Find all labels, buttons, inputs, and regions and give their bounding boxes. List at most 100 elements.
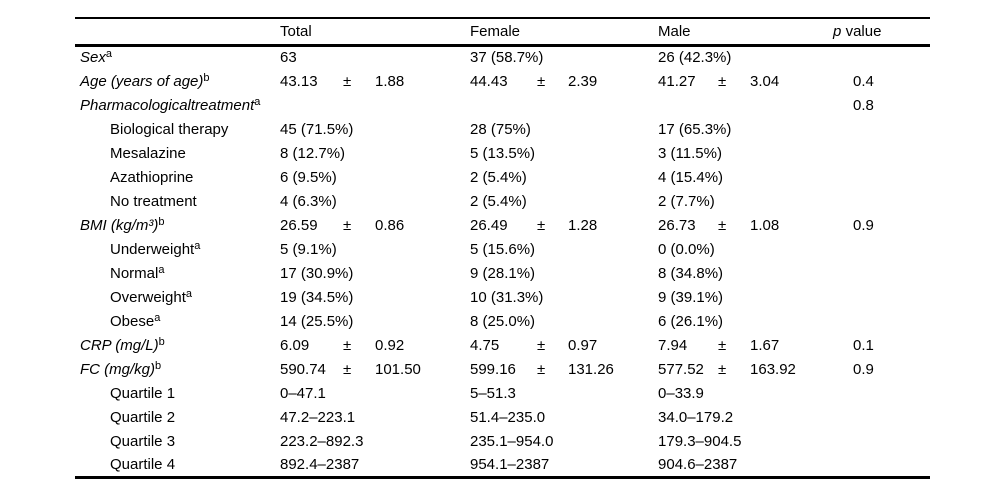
cell-female-sd: 131.26 xyxy=(568,360,614,378)
row-quartile-4: Quartile 4 892.4–2387 954.1–2387 904.6–2… xyxy=(75,453,930,477)
cell-male: 0–33.9 xyxy=(658,384,704,402)
cell-male-sd: 1.08 xyxy=(750,216,780,234)
cell-female: 10 (31.3%) xyxy=(470,288,544,306)
cell-female: 2 (5.4%) xyxy=(470,192,527,210)
plus-minus: ± xyxy=(537,336,546,354)
cell-total: 17 (30.9%) xyxy=(280,264,354,282)
cell-male: 179.3–904.5 xyxy=(658,432,742,450)
cell-male: 4 (15.4%) xyxy=(658,168,724,186)
footnote-marker: b xyxy=(155,359,162,372)
row-label: Quartile 1 xyxy=(110,384,176,402)
row-quartile-2: Quartile 2 47.2–223.1 51.4–235.0 34.0–17… xyxy=(75,405,930,429)
cell-total: 8 (12.7%) xyxy=(280,144,346,162)
header-male: Male xyxy=(658,22,691,40)
cell-total-mean: 43.13 xyxy=(280,72,318,90)
cell-female-mean: 4.75 xyxy=(470,336,500,354)
row-normal: Normala 17 (30.9%) 9 (28.1%) 8 (34.8%) xyxy=(75,261,930,285)
cell-female: 28 (75%) xyxy=(470,120,531,138)
cell-male: 9 (39.1%) xyxy=(658,288,724,306)
cell-total-sd: 0.86 xyxy=(375,216,405,234)
footnote-marker: b xyxy=(158,215,165,228)
row-no-treatment: No treatment 4 (6.3%) 2 (5.4%) 2 (7.7%) xyxy=(75,189,930,213)
cell-male-sd: 3.04 xyxy=(750,72,780,90)
cell-female: 954.1–2387 xyxy=(470,455,550,473)
row-label: Overweighta xyxy=(110,287,192,306)
cell-female: 51.4–235.0 xyxy=(470,408,546,426)
footnote-marker: b xyxy=(158,335,165,348)
cell-pvalue xyxy=(833,45,930,69)
footnote-marker: a xyxy=(105,48,112,61)
cell-female: 5 (13.5%) xyxy=(470,144,536,162)
plus-minus: ± xyxy=(718,216,727,234)
row-overweight: Overweighta 19 (34.5%) 10 (31.3%) 9 (39.… xyxy=(75,285,930,309)
row-sex: Sexa 63 37 (58.7%) 26 (42.3%) xyxy=(75,45,930,69)
cell-male: 6 (26.1%) xyxy=(658,312,724,330)
row-age: Age (years of age)b 43.13 ± 1.88 44.43 ±… xyxy=(75,69,930,93)
row-label: FC (mg/kg)b xyxy=(80,359,162,378)
cell-pvalue xyxy=(833,405,930,429)
plus-minus: ± xyxy=(343,336,352,354)
cell-total: 14 (25.5%) xyxy=(280,312,354,330)
cell-male: 34.0–179.2 xyxy=(658,408,734,426)
footnote-marker: a xyxy=(154,311,161,324)
row-label: Age (years of age)b xyxy=(80,71,210,90)
cell-pvalue xyxy=(833,261,930,285)
cell-total-sd: 1.88 xyxy=(375,72,405,90)
plus-minus: ± xyxy=(537,216,546,234)
cell-male: 2 (7.7%) xyxy=(658,192,715,210)
cell-total-mean: 26.59 xyxy=(280,216,318,234)
row-mesalazine: Mesalazine 8 (12.7%) 5 (13.5%) 3 (11.5%) xyxy=(75,141,930,165)
row-underweight: Underweighta 5 (9.1%) 5 (15.6%) 0 (0.0%) xyxy=(75,237,930,261)
row-label: Azathioprine xyxy=(110,168,194,186)
cell-total: 892.4–2387 xyxy=(280,455,360,473)
cell-male-mean: 7.94 xyxy=(658,336,688,354)
row-obese: Obesea 14 (25.5%) 8 (25.0%) 6 (26.1%) xyxy=(75,309,930,333)
row-crp: CRP (mg/L)b 6.09 ± 0.92 4.75 ± 0.97 7.94… xyxy=(75,333,930,357)
cell-total-mean: 590.74 xyxy=(280,360,326,378)
row-label: Mesalazine xyxy=(110,144,186,162)
row-fc: FC (mg/kg)b 590.74 ± 101.50 599.16 ± 131… xyxy=(75,357,930,381)
row-bmi: BMI (kg/m³)b 26.59 ± 0.86 26.49 ± 1.28 2… xyxy=(75,213,930,237)
row-label: Obesea xyxy=(110,311,161,330)
row-label: Sexa xyxy=(80,48,112,67)
cell-pvalue xyxy=(833,237,930,261)
cell-female: 9 (28.1%) xyxy=(470,264,536,282)
cell-female: 2 (5.4%) xyxy=(470,168,527,186)
row-pharmacological-treatment: Pharmacologicaltreatmenta 0.8 xyxy=(75,93,930,117)
cell-male: 8 (34.8%) xyxy=(658,264,724,282)
footnote-marker: b xyxy=(203,71,210,84)
header-row: Total Female Male p value xyxy=(75,18,931,45)
row-quartile-3: Quartile 3 223.2–892.3 235.1–954.0 179.3… xyxy=(75,429,930,453)
cell-total: 63 xyxy=(280,49,297,67)
cell-male-mean: 26.73 xyxy=(658,216,696,234)
cell-pvalue xyxy=(833,285,930,309)
plus-minus: ± xyxy=(718,72,727,90)
cell-male-mean: 41.27 xyxy=(658,72,696,90)
row-label: CRP (mg/L)b xyxy=(80,335,165,354)
cell-total: 6 (9.5%) xyxy=(280,168,337,186)
cell-total: 47.2–223.1 xyxy=(280,408,356,426)
cell-total: 5 (9.1%) xyxy=(280,240,337,258)
cell-total: 45 (71.5%) xyxy=(280,120,354,138)
cell-total-mean: 6.09 xyxy=(280,336,310,354)
plus-minus: ± xyxy=(343,72,352,90)
cell-female: 235.1–954.0 xyxy=(470,432,554,450)
cell-male-sd: 1.67 xyxy=(750,336,780,354)
cell-total-sd: 101.50 xyxy=(375,360,421,378)
row-label: Normala xyxy=(110,263,165,282)
plus-minus: ± xyxy=(718,336,727,354)
cell-male: 26 (42.3%) xyxy=(658,49,732,67)
cell-female: 5–51.3 xyxy=(470,384,516,402)
cell-female: 37 (58.7%) xyxy=(470,49,544,67)
cell-male: 904.6–2387 xyxy=(658,455,738,473)
row-label: No treatment xyxy=(110,192,197,210)
header-total: Total xyxy=(280,22,312,40)
footnote-marker: a xyxy=(254,95,261,108)
row-label: Underweighta xyxy=(110,239,201,258)
footnote-marker: a xyxy=(194,239,201,252)
header-label-column xyxy=(75,18,280,45)
cell-pvalue xyxy=(833,381,930,405)
cell-total: 223.2–892.3 xyxy=(280,432,364,450)
cell-male-mean: 577.52 xyxy=(658,360,704,378)
cell-pvalue: 0.4 xyxy=(853,72,874,90)
